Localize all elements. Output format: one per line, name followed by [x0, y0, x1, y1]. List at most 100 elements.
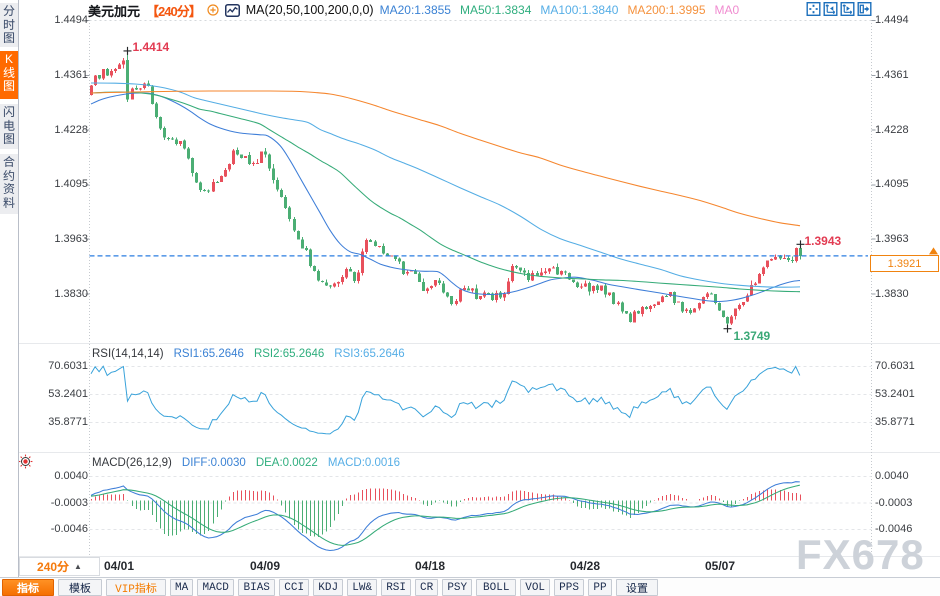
- macd-axis-label: 0.0040: [875, 470, 909, 483]
- rsi-axis-label: 35.8771: [875, 416, 915, 428]
- macd-header-title: MACD(26,12,9): [92, 457, 172, 469]
- rsi-header-readout: RSI1:65.2646: [173, 348, 244, 360]
- price-axis-label: 1.3830: [875, 287, 909, 300]
- macd-header: MACD(26,12,9) DIFF:0.0030 DEA:0.0022 MACD:0…: [92, 457, 400, 469]
- price-axis-label: 1.3963: [54, 232, 88, 245]
- rsi-header-readout: RSI3:65.2646: [334, 348, 405, 360]
- price-axis-label: 1.4494: [875, 14, 909, 26]
- price-axis-label: 1.3830: [54, 287, 88, 300]
- pan-right-icon-button[interactable]: [857, 2, 872, 16]
- crosshair-marker: [796, 240, 805, 249]
- rsi-axis-label: 53.2401: [875, 388, 915, 400]
- toolbar-button-macd[interactable]: MACD: [197, 579, 235, 596]
- ma-readout: MA50:1.3834: [459, 3, 532, 17]
- crosshair-icon-button[interactable]: [806, 2, 821, 16]
- price-axis-label: 1.4095: [54, 178, 88, 191]
- price-axis-label: 1.4095: [875, 178, 909, 191]
- macd-dea-line: [90, 484, 800, 546]
- price-axis-label: 1.3963: [875, 232, 909, 245]
- symbol-title: 美元加元: [88, 3, 141, 19]
- toolbar-button-boll[interactable]: BOLL: [476, 579, 517, 596]
- date-label: 04/01: [103, 559, 135, 573]
- sidebar-tab-1[interactable]: 分时图: [0, 3, 18, 47]
- rsi-axis-label: 70.6031: [875, 360, 915, 372]
- indicator-settings-icon[interactable]: [18, 454, 33, 469]
- macd-diff-line: [90, 481, 800, 552]
- date-label: 04/09: [249, 559, 281, 573]
- ma-readout: MA0: [714, 3, 740, 17]
- high-price-label: 1.4414: [132, 39, 170, 54]
- ma-readout: MA200:1.3995: [627, 3, 706, 17]
- toolbar-button-ma[interactable]: MA: [170, 579, 194, 596]
- date-label: 04/28: [569, 559, 601, 573]
- compress-x-icon-button[interactable]: [823, 2, 838, 16]
- ma-readout: MA20:1.3855: [379, 3, 451, 17]
- crosshair-marker: [723, 324, 732, 333]
- chart-header: 美元加元 【240分】 MA(20,50,100,200,0,0) MA20:1…: [88, 2, 740, 19]
- low-price-label: 1.3749: [733, 328, 771, 343]
- toolbar-button-pps[interactable]: PPS: [554, 579, 585, 596]
- ma-line-MA200: [90, 90, 801, 227]
- toolbar-button-0[interactable]: 指标: [2, 579, 54, 596]
- ma-settings-label: MA(20,50,100,200,0,0): [245, 3, 374, 17]
- kline-style-icon[interactable]: [224, 3, 240, 17]
- macd-header-readout: DIFF:0.0030: [181, 457, 246, 469]
- toolbar-button-lw[interactable]: LW&: [347, 579, 378, 596]
- macd-axis-label: -0.0003: [50, 496, 88, 509]
- price-axis-label: 1.4494: [54, 14, 88, 26]
- ma-readout: MA100:1.3840: [540, 3, 619, 17]
- price-axis-label: 1.4228: [54, 123, 88, 136]
- macd-axis-label: -0.0046: [875, 522, 913, 535]
- sidebar-tab-4[interactable]: 合约资料: [0, 154, 18, 214]
- toolbar-button-cr[interactable]: CR: [415, 579, 439, 596]
- rsi-axis-label: 70.6031: [48, 360, 88, 372]
- toolbar-button-rsi[interactable]: RSI: [381, 579, 412, 596]
- ma-line-MA100: [90, 82, 801, 288]
- toolbar-button-vip[interactable]: VIP指标: [106, 579, 166, 596]
- toolbar-button-bias[interactable]: BIAS: [238, 579, 276, 596]
- ma-line-MA20: [90, 92, 801, 303]
- current-price-tag: 1.3921: [870, 255, 939, 273]
- period-selector[interactable]: 240分 ▲: [19, 557, 100, 576]
- price-axis-label: 1.4361: [54, 68, 88, 81]
- toolbar-button-kdj[interactable]: KDJ: [313, 579, 344, 596]
- watermark: FX678: [796, 531, 925, 578]
- chart-type-sidebar: 分时图 K线图闪电图合约资料: [0, 0, 19, 577]
- toolbar-button-cci[interactable]: CCI: [279, 579, 310, 596]
- recent-high-label: 1.3943: [804, 233, 842, 248]
- macd-axis-label: -0.0046: [50, 522, 88, 535]
- ma-readouts: MA20:1.3855 MA50:1.3834 MA100:1.3840 MA200:…: [380, 3, 740, 17]
- rsi-header-readout: RSI2:65.2646: [253, 348, 325, 360]
- macd-axis-label: 0.0040: [54, 470, 88, 483]
- date-label: 05/07: [704, 559, 736, 573]
- price-axis-label: 1.4228: [875, 123, 909, 136]
- toolbar-button-vol[interactable]: VOL: [520, 579, 551, 596]
- rsi-header: RSI(14,14,14) RSI1:65.2646 RSI2:65.2646 RSI…: [92, 348, 405, 360]
- period-badge: 【240分】: [146, 3, 202, 19]
- toolbar-button-pp[interactable]: PP: [588, 579, 613, 596]
- crosshair-marker: [123, 46, 132, 55]
- rsi-header-title: RSI(14,14,14): [92, 348, 164, 360]
- toolbar-button-1[interactable]: 模板: [58, 579, 102, 596]
- toolbar-button-psy[interactable]: PSY: [442, 579, 473, 596]
- rsi-axis-label: 53.2401: [48, 388, 88, 400]
- ma-line-MA50: [90, 91, 801, 293]
- rsi-axis-label: 35.8771: [48, 416, 88, 428]
- macd-axis-label: -0.0003: [875, 496, 913, 509]
- toolbar-button-16[interactable]: 设置: [616, 579, 659, 596]
- rsi-line: [90, 365, 801, 435]
- date-label: 04/18: [414, 559, 446, 573]
- indicator-toolbar: 指标 模板 VIP指标 MA MACD BIAS CCI KDJ LW& RSI CR PSY BOLL…: [0, 577, 940, 596]
- chart-tool-buttons: [806, 2, 872, 16]
- expand-x-icon-button[interactable]: [840, 2, 855, 16]
- caret-up-icon: ▲: [74, 562, 82, 571]
- period-selector-label: 240分: [37, 560, 70, 574]
- macd-header-readout: DEA:0.0022: [255, 457, 318, 469]
- price-axis-label: 1.4361: [875, 68, 909, 81]
- link-settings-icon[interactable]: [207, 4, 219, 16]
- sidebar-tab-2[interactable]: K线图: [0, 51, 18, 99]
- sidebar-tab-3[interactable]: 闪电图: [0, 104, 18, 149]
- macd-header-readout: MACD:0.0016: [327, 457, 401, 469]
